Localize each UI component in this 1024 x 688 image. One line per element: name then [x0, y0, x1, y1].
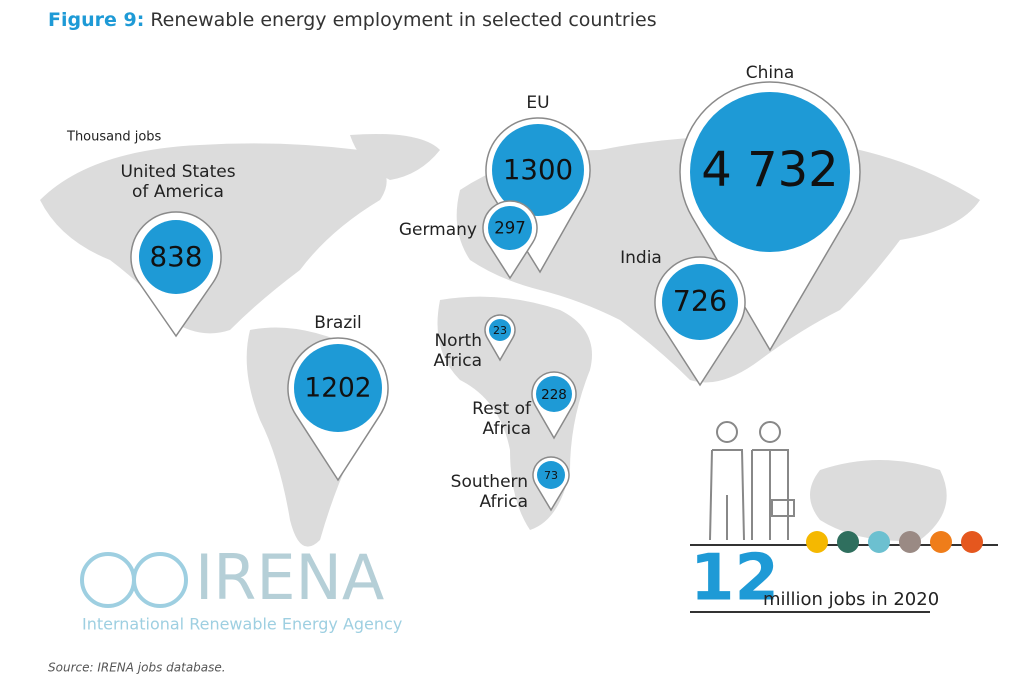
pin-label: of America	[132, 182, 224, 202]
total-text: million jobs in 2020	[763, 589, 939, 610]
pin-label: United States	[120, 162, 235, 182]
pin-label: EU	[526, 93, 549, 113]
pin-label: Africa	[480, 492, 529, 512]
pin-label: Southern	[451, 472, 528, 492]
figure-number: Figure 9:	[48, 9, 144, 31]
pin-value: 726	[673, 285, 727, 318]
workers-icon	[709, 421, 795, 541]
logo-full-name: International Renewable Energy Agency	[82, 615, 402, 634]
pin-label: Africa	[434, 351, 483, 371]
logo: IRENA International Renewable Energy Age…	[80, 541, 402, 634]
pin-bubble	[492, 124, 584, 216]
logo-name: IRENA	[195, 541, 384, 614]
unit: Thousand jobs	[66, 130, 162, 145]
pin-value: 228	[541, 387, 567, 403]
pin-label: Africa	[483, 419, 532, 439]
source: Source: IRENA jobs database.	[48, 661, 226, 675]
pin-bubble	[662, 264, 738, 340]
pin-label: North	[434, 331, 482, 351]
pin-value: 1202	[304, 373, 371, 404]
pin-bubble	[690, 92, 850, 252]
title-text: Renewable energy employment in selected …	[150, 9, 656, 31]
pin-label: Germany	[399, 220, 477, 240]
pin-value: 73	[544, 469, 558, 482]
pin-label: Brazil	[314, 313, 361, 333]
pin-value: 297	[494, 219, 526, 238]
title: Figure 9: Renewable energy employment in …	[48, 9, 657, 31]
pin-bubble	[536, 376, 572, 412]
pin-bubble	[294, 344, 382, 432]
pin-value: 23	[493, 324, 507, 337]
pin-bubble	[489, 319, 511, 341]
pin-value: 1300	[503, 153, 573, 186]
pin-bubble	[139, 220, 213, 294]
pin-label: India	[620, 248, 662, 268]
pin-value: 838	[150, 240, 203, 273]
pin-bubble	[537, 461, 565, 489]
energy-icons	[806, 531, 983, 553]
pin-label: China	[746, 63, 795, 83]
pin-value: 4 732	[701, 142, 838, 198]
pin-bubble	[488, 206, 532, 250]
total-number: 12	[690, 542, 779, 616]
pin-label: Rest of	[472, 399, 532, 419]
